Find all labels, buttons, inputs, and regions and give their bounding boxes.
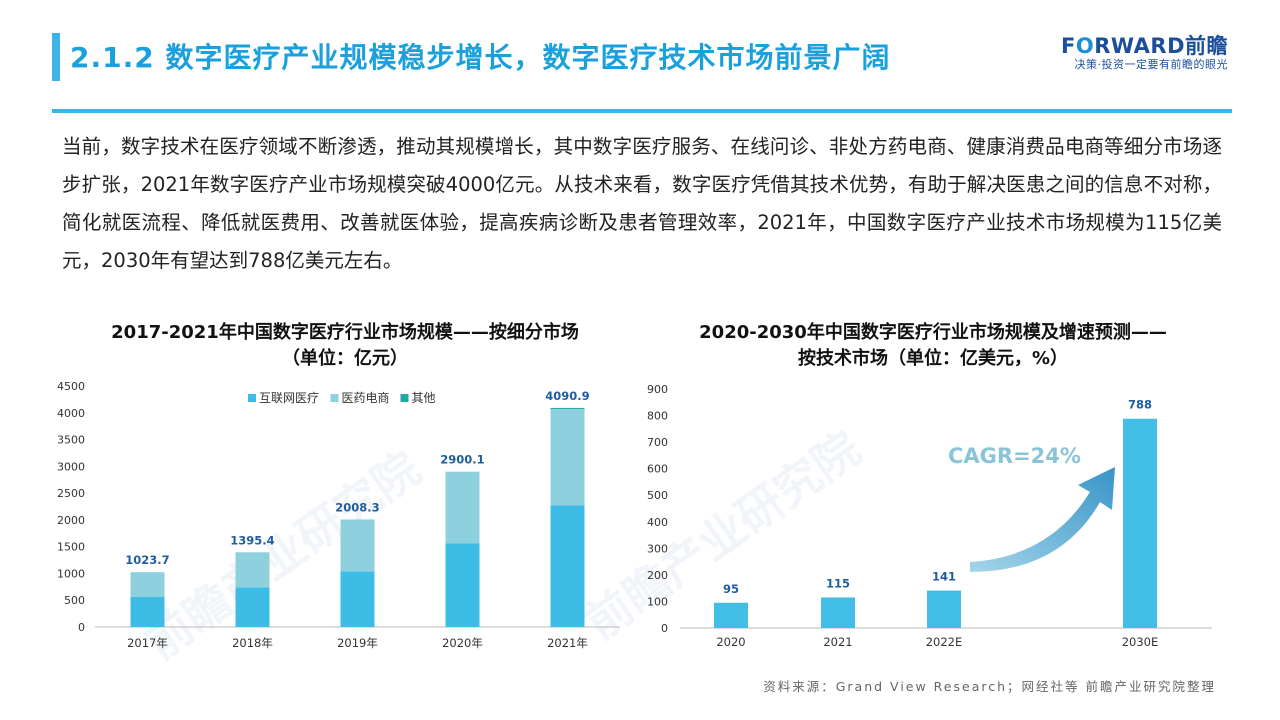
chart1-bar-segment <box>550 505 585 627</box>
chart1-title: 2017-2021年中国数字医疗行业市场规模——按细分市场 （单位：亿元） <box>60 320 630 372</box>
chart1-bar-segment <box>550 408 585 506</box>
chart1-bar-segment <box>445 543 480 627</box>
chart1-legend-label: 其他 <box>412 391 436 405</box>
chart2-ytick-label: 800 <box>647 410 668 423</box>
chart2-bar <box>714 602 748 628</box>
logo-wordmark: FORWARD前瞻 <box>1061 34 1228 58</box>
logo-suffix: RWARD前瞻 <box>1094 34 1228 58</box>
chart2-title-line1: 2020-2030年中国数字医疗行业市场规模及增速预测—— <box>699 322 1167 343</box>
chart1-ytick-label: 2500 <box>57 487 85 500</box>
trend-arrow-icon <box>970 467 1115 572</box>
chart2-cagr-annotation: CAGR=24% <box>948 444 1081 468</box>
chart2-ytick-label: 0 <box>661 622 668 635</box>
chart2-ytick-label: 100 <box>647 595 668 608</box>
chart1-legend-swatch <box>330 394 339 402</box>
chart1-bar-segment <box>235 587 270 627</box>
chart1-ytick-label: 0 <box>78 621 85 634</box>
intro-paragraph: 当前，数字技术在医疗领域不断渗透，推动其规模增长，其中数字医疗服务、在线问诊、非… <box>62 135 1222 272</box>
chart1-bar-segment <box>130 597 165 627</box>
chart2-ytick-label: 900 <box>647 383 668 396</box>
chart1-title-line2: （单位：亿元） <box>282 348 408 369</box>
source-note: 资料来源：Grand View Research；网经社等 前瞻产业研究院整理 <box>763 679 1216 694</box>
chart2-value-label: 141 <box>932 570 956 584</box>
chart1-bar-segment <box>340 519 375 572</box>
chart1-legend-swatch <box>248 394 256 402</box>
chart2-ytick-label: 600 <box>647 463 668 476</box>
chart1-legend-label: 医药电商 <box>342 390 390 405</box>
title-accent-bar <box>52 33 60 81</box>
chart1-ytick-label: 3000 <box>57 460 85 473</box>
chart1-total-label: 1395.4 <box>230 533 274 547</box>
chart2-bar <box>927 590 961 628</box>
chart1-xtick-label: 2020年 <box>442 636 483 650</box>
chart1-total-label: 2900.1 <box>440 453 484 467</box>
chart1-ytick-label: 4500 <box>57 380 85 393</box>
chart1-xtick-label: 2019年 <box>337 636 378 650</box>
chart1-xtick-label: 2017年 <box>127 636 168 650</box>
chart2-xtick-label: 2020 <box>716 635 745 649</box>
chart1-bar-segment <box>235 552 270 588</box>
chart1-xtick-label: 2018年 <box>232 636 273 650</box>
brand-logo: FORWARD前瞻 决策·投资一定要有前瞻的眼光 <box>1061 34 1228 72</box>
chart2-title: 2020-2030年中国数字医疗行业市场规模及增速预测—— 按技术市场（单位：亿… <box>648 320 1218 372</box>
chart1-title-line1: 2017-2021年中国数字医疗行业市场规模——按细分市场 <box>111 322 579 343</box>
chart1-bar-segment <box>340 571 375 627</box>
chart2-ytick-label: 500 <box>647 489 668 502</box>
logo-tagline: 决策·投资一定要有前瞻的眼光 <box>1074 58 1228 71</box>
chart2-bar <box>1123 418 1157 628</box>
chart1-bar-segment <box>445 471 480 544</box>
chart2-ytick-label: 400 <box>647 516 668 529</box>
chart1-legend-swatch <box>400 394 409 402</box>
chart2-ytick-label: 700 <box>647 436 668 449</box>
logo-prefix: F <box>1061 34 1076 58</box>
logo-o-mark: O <box>1075 34 1095 58</box>
chart1-bar-segment <box>130 572 165 598</box>
chart1-ytick-label: 3500 <box>57 434 85 447</box>
chart2-xtick-label: 2022E <box>926 635 963 649</box>
header-divider <box>52 109 1232 113</box>
chart1-total-label: 2008.3 <box>335 500 379 514</box>
chart2-value-label: 788 <box>1128 398 1152 412</box>
chart2-ytick-label: 200 <box>647 569 668 582</box>
chart2-xtick-label: 2030E <box>1122 635 1159 649</box>
chart2-xtick-label: 2021 <box>823 635 852 649</box>
chart1-bar-segment <box>550 407 585 409</box>
chart1-legend-label: 互联网医疗 <box>259 391 319 405</box>
chart1-total-label: 1023.7 <box>125 553 169 567</box>
chart1-ytick-label: 1000 <box>57 567 85 580</box>
chart2-value-label: 95 <box>723 582 739 596</box>
chart2-bar <box>821 597 855 628</box>
chart1-ytick-label: 500 <box>64 594 85 607</box>
chart2-ytick-label: 300 <box>647 542 668 555</box>
page-title: 2.1.2 数字医疗产业规模稳步增长，数字医疗技术市场前景广阔 <box>70 41 891 74</box>
chart2-value-label: 115 <box>826 576 850 590</box>
chart1-xtick-label: 2021年 <box>547 636 588 650</box>
chart1-segment-bar-chart: 0 500 1000 1500 2000 2500 3000 3500 4000 4500 1023… <box>57 380 620 650</box>
chart1-total-label: 4090.9 <box>545 389 589 403</box>
chart1-ytick-label: 4000 <box>57 407 85 420</box>
chart2-technology-bar-chart: 0 100 200 300 400 500 600 700 800 900 95 2020 115 202… <box>647 383 1212 649</box>
chart1-ytick-label: 1500 <box>57 541 85 554</box>
chart2-title-line2: 按技术市场（单位：亿美元，%） <box>797 348 1069 369</box>
chart1-ytick-label: 2000 <box>57 514 85 527</box>
